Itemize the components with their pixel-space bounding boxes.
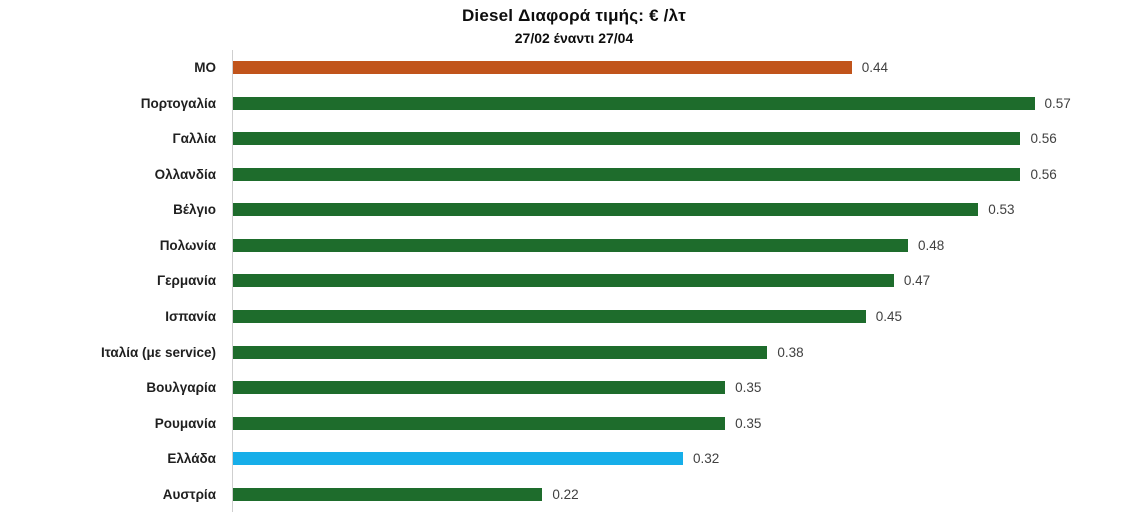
chart-row: Ολλανδία 0.56 [0,156,1140,193]
bar-area: 0.47 [232,263,1140,299]
chart-row: ΜΟ 0.44 [0,50,1140,86]
chart-title: Diesel Διαφορά τιμής: € /λτ [461,6,687,25]
bar-area: 0.44 [232,50,1140,86]
category-label: Πορτογαλία [140,95,216,111]
bar-area: 0.48 [232,227,1140,264]
category-label: Πολωνία [159,237,216,253]
chart-row: Βουλγαρία 0.35 [0,369,1140,406]
bar [233,96,1035,110]
bar [233,381,726,395]
category-label: Ελλάδα [167,451,216,467]
bar [233,167,1021,181]
value-label: 0.57 [1044,95,1071,111]
bar-area: 0.45 [232,298,1140,335]
chart-row: Γαλλία 0.56 [0,121,1140,157]
category-label: ΜΟ [194,60,216,76]
category-label: Ρουμανία [154,415,216,431]
chart-row: Γερμανία 0.47 [0,263,1140,299]
bar [233,345,768,359]
value-label: 0.35 [735,415,762,431]
value-label: 0.38 [777,344,804,360]
category-label: Ολλανδία [154,166,216,182]
bar-area: 0.35 [232,405,1140,441]
bar [233,274,894,288]
value-label: 0.44 [861,60,888,76]
category-label: Βέλγιο [173,202,216,218]
bar-area: 0.53 [232,192,1140,228]
category-label: Ισπανία [165,308,216,324]
value-label: 0.53 [988,202,1015,218]
category-label: Γερμανία [157,273,216,289]
chart-row: Πολωνία 0.48 [0,227,1140,264]
category-label: Ιταλία (με service) [101,344,216,360]
value-label: 0.32 [692,451,720,467]
chart-subtitle: 27/02 έναντι 27/04 [514,30,634,46]
bar [233,487,543,501]
bar-area: 0.56 [232,121,1140,157]
bar-area: 0.56 [232,156,1140,193]
category-label: Βουλγαρία [146,380,216,396]
chart-row: Βέλγιο 0.53 [0,192,1140,228]
bar [233,416,726,430]
category-label: Αυστρία [162,486,216,502]
bar [233,132,1021,146]
chart-row: Ελλάδα 0.32 [0,440,1140,477]
bar-area: 0.57 [232,85,1140,122]
value-label: 0.45 [875,308,903,324]
chart-row: Αυστρία 0.22 [0,476,1140,512]
bar-area: 0.32 [232,440,1140,477]
value-label: 0.48 [917,237,945,253]
chart-row: Πορτογαλία 0.57 [0,85,1140,122]
value-label: 0.35 [735,380,762,396]
bar-area: 0.22 [232,476,1140,512]
bar [233,309,866,323]
chart-row: Ιταλία (με service) 0.38 [0,334,1140,370]
value-label: 0.47 [903,273,931,289]
value-label: 0.56 [1030,131,1057,147]
value-label: 0.22 [552,486,579,502]
bar [233,203,979,217]
category-label: Γαλλία [172,131,216,147]
bar-area: 0.35 [232,369,1140,406]
bar [233,238,908,252]
bar-area: 0.38 [232,334,1140,370]
value-label: 0.56 [1030,166,1057,182]
bar [233,61,852,75]
chart-row: Ρουμανία 0.35 [0,405,1140,441]
plot-area: ΜΟ 0.44 Πορτογαλία 0.57 Γαλλία 0.56 Ολλα… [0,50,1140,512]
chart-row: Ισπανία 0.45 [0,298,1140,335]
bar [233,452,683,466]
